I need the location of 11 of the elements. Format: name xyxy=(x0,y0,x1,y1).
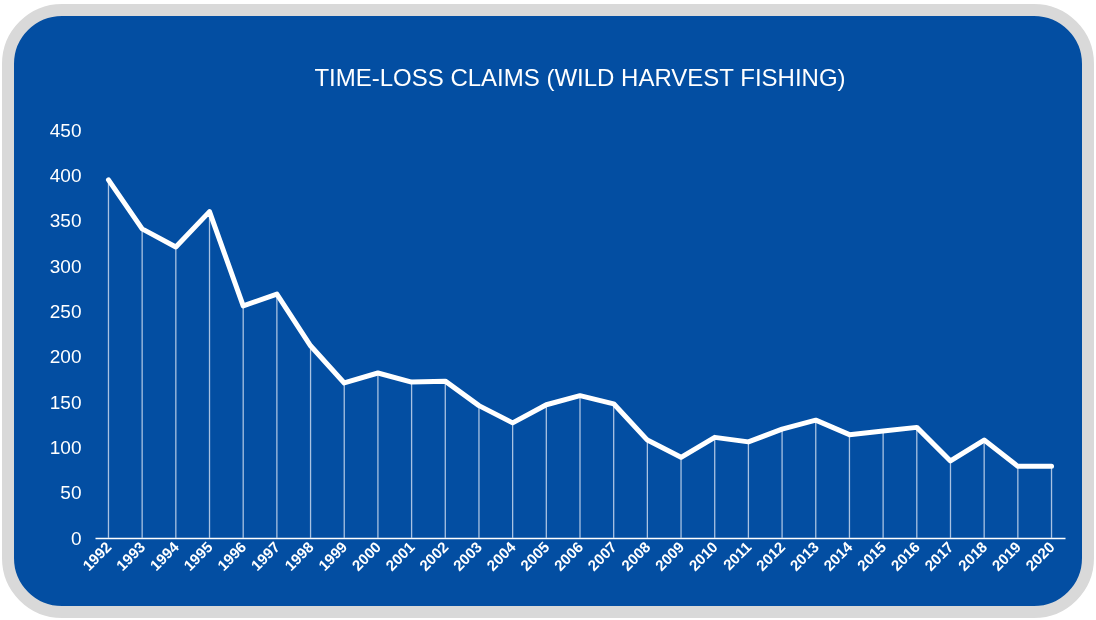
chart-title: TIME-LOSS CLAIMS (WILD HARVEST FISHING) xyxy=(314,64,846,91)
y-tick-label: 450 xyxy=(49,119,82,141)
y-tick-label: 350 xyxy=(49,210,82,232)
y-tick-label: 0 xyxy=(70,527,82,549)
y-tick-label: 200 xyxy=(49,346,82,368)
y-tick-label: 250 xyxy=(49,300,82,322)
y-tick-label: 150 xyxy=(49,391,82,413)
y-tick-label: 300 xyxy=(49,255,82,277)
y-tick-label: 100 xyxy=(49,436,82,458)
y-tick-label: 400 xyxy=(49,164,82,186)
y-tick-label: 50 xyxy=(60,482,82,504)
